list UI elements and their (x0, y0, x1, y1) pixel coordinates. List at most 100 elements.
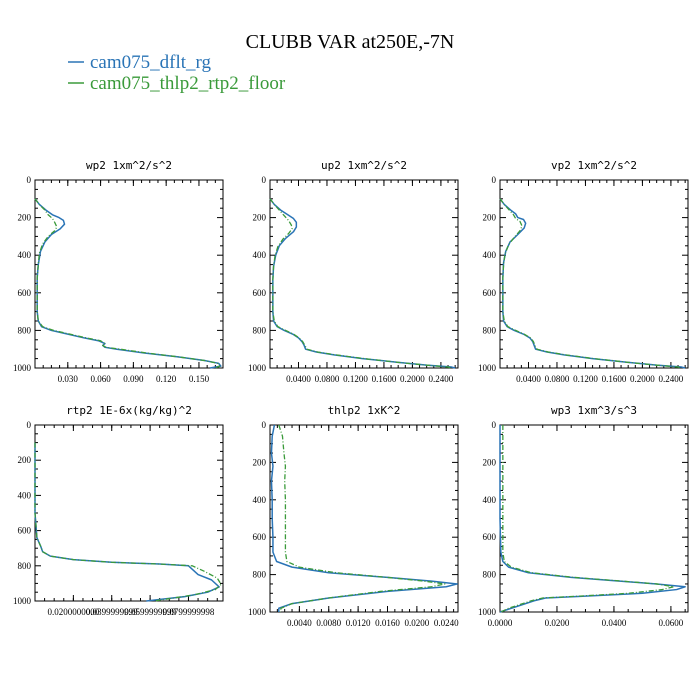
y-tick-label: 600 (18, 526, 32, 536)
y-tick-label: 1000 (478, 607, 497, 617)
y-tick-label: 0 (492, 420, 497, 430)
y-tick-label: 400 (18, 490, 32, 500)
y-tick-label: 1000 (248, 363, 267, 373)
x-tick-label: 0.2000 (400, 374, 425, 384)
x-tick-label: 0.0599999999 (124, 607, 176, 617)
panel-1: wp2 1xm^2/s^2 0 200 400 600 800 1000 0.030 0.060… (13, 159, 224, 384)
plot-frame (34, 424, 224, 602)
panels: wp2 1xm^2/s^2 0 200 400 600 800 1000 0.030 0.060… (13, 159, 689, 628)
x-tick-label: 0.0399999999 (86, 607, 138, 617)
series-line-floor (34, 198, 221, 369)
x-tick-label: 0.0600 (659, 618, 684, 628)
series-line-floor (278, 424, 446, 613)
panel-title: wp3 1xm^3/s^3 (551, 404, 637, 417)
y-tick-label: 800 (18, 325, 32, 335)
x-tick-label: 0.0800 (315, 374, 340, 384)
x-tick-label: 0.0400 (516, 374, 541, 384)
panel-title: wp2 1xm^2/s^2 (86, 159, 172, 172)
plot-frame (499, 179, 689, 369)
x-tick-label: 0.1600 (602, 374, 627, 384)
y-tick-label: 600 (253, 288, 267, 298)
x-tick-label: 0.0080 (316, 618, 341, 628)
y-tick-label: 1000 (478, 363, 497, 373)
y-tick-label: 200 (253, 457, 267, 467)
y-tick-label: 200 (253, 213, 267, 223)
plot-frame (269, 424, 459, 613)
x-tick-label: 0.2400 (429, 374, 454, 384)
y-tick-label: 600 (18, 288, 32, 298)
series-line-floor (499, 425, 675, 613)
x-tick-label: 0.1200 (343, 374, 368, 384)
x-tick-label: 0.0160 (375, 618, 400, 628)
series-line-floor (34, 442, 222, 602)
y-tick-label: 600 (483, 532, 497, 542)
x-tick-label: 0.0120 (346, 618, 371, 628)
y-tick-label: 200 (483, 457, 497, 467)
series-line-floor (499, 198, 682, 369)
x-tick-label: 0.1200 (573, 374, 598, 384)
x-tick-label: 0.0040 (287, 618, 312, 628)
y-tick-label: 800 (18, 561, 32, 571)
chart-title: CLUBB VAR at250E,-7N (246, 31, 455, 53)
panel-2: up2 1xm^2/s^2 0 200 400 600 800 1000 0.0400 0.08… (248, 159, 459, 384)
x-tick-label: 0.030 (58, 374, 79, 384)
y-tick-label: 800 (253, 325, 267, 335)
x-tick-label: 0.0400 (602, 618, 627, 628)
panel-4: rtp2 1E-6x(kg/kg)^2 0 200 400 600 800 1000 0.02… (13, 404, 224, 617)
y-tick-label: 400 (253, 250, 267, 260)
y-tick-label: 200 (483, 213, 497, 223)
x-tick-label: 0.0200 (545, 618, 570, 628)
series-line-dflt (34, 442, 220, 602)
panel-title: thlp2 1xK^2 (328, 404, 401, 417)
x-tick-label: 0.060 (90, 374, 111, 384)
x-tick-label: 0.1600 (372, 374, 397, 384)
legend: cam075_dflt_rg cam075_thlp2_rtp2_floor (68, 52, 286, 94)
legend-label-floor: cam075_thlp2_rtp2_floor (90, 73, 286, 94)
x-tick-label: 0.0400 (286, 374, 311, 384)
y-tick-label: 800 (483, 325, 497, 335)
panel-title: vp2 1xm^2/s^2 (551, 159, 637, 172)
series-line-dflt (499, 425, 686, 613)
x-tick-label: 0.0800 (545, 374, 570, 384)
y-tick-label: 200 (18, 455, 32, 465)
legend-label-dflt: cam075_dflt_rg (90, 52, 212, 73)
x-tick-label: 0.090 (123, 374, 144, 384)
x-tick-label: 0.150 (189, 374, 210, 384)
y-tick-label: 1000 (13, 596, 32, 606)
x-tick-label: 0.0200000000 (47, 607, 99, 617)
x-tick-label: 0.0000 (488, 618, 513, 628)
x-tick-label: 0.0200 (405, 618, 430, 628)
x-tick-label: 0.120 (156, 374, 177, 384)
series-line-dflt (499, 198, 686, 369)
series-line-dflt (269, 198, 456, 369)
y-tick-label: 0 (492, 175, 497, 185)
y-tick-label: 0 (27, 175, 32, 185)
x-tick-label: 0.2000 (630, 374, 655, 384)
y-tick-label: 0 (27, 420, 32, 430)
series-line-floor (269, 198, 452, 369)
y-tick-label: 400 (18, 250, 32, 260)
y-tick-label: 400 (483, 250, 497, 260)
y-tick-label: 0 (262, 420, 267, 430)
panel-title: rtp2 1E-6x(kg/kg)^2 (66, 404, 192, 417)
x-tick-label: 0.0799999998 (163, 607, 215, 617)
y-tick-label: 800 (253, 570, 267, 580)
y-tick-label: 800 (483, 570, 497, 580)
y-tick-label: 400 (253, 495, 267, 505)
y-tick-label: 400 (483, 495, 497, 505)
y-tick-label: 600 (253, 532, 267, 542)
panel-3: vp2 1xm^2/s^2 0 200 400 600 800 1000 0.0400 0.08… (478, 159, 689, 384)
plot-frame (34, 179, 224, 369)
plot-frame (269, 179, 459, 369)
series-line-dflt (270, 424, 459, 612)
y-tick-label: 200 (18, 213, 32, 223)
y-tick-label: 1000 (248, 607, 267, 617)
panel-title: up2 1xm^2/s^2 (321, 159, 407, 172)
x-tick-label: 0.0240 (434, 618, 459, 628)
x-tick-label: 0.2400 (659, 374, 684, 384)
y-tick-label: 600 (483, 288, 497, 298)
y-tick-label: 1000 (13, 363, 32, 373)
panel-5: thlp2 1xK^2 0 200 400 600 800 1000 0.0040 0.0080… (248, 404, 459, 628)
